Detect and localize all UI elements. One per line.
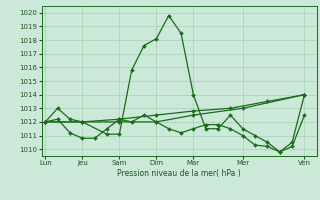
X-axis label: Pression niveau de la mer( hPa ): Pression niveau de la mer( hPa )	[117, 169, 241, 178]
